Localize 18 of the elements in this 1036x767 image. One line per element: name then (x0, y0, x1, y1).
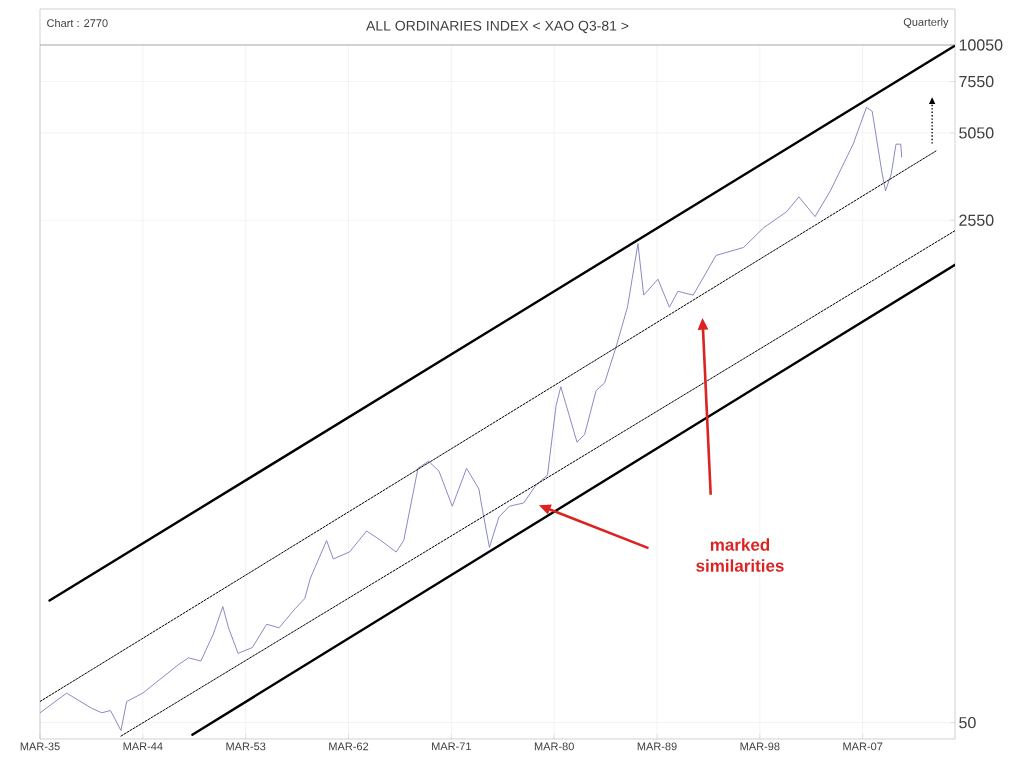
y-tick-label: 2550 (959, 214, 994, 226)
x-tick-label: MAR-80 (534, 742, 574, 751)
annotation: marked similarities (696, 538, 784, 572)
y-tick-label: 10050 (959, 39, 1003, 51)
x-tick-label: MAR-07 (843, 742, 883, 751)
chart-title: ALL ORDINARIES INDEX < XAO Q3-81 > (366, 20, 629, 34)
x-tick-label: MAR-53 (226, 742, 266, 751)
x-tick-label: MAR-98 (740, 742, 780, 751)
y-tick-label: 7550 (959, 75, 994, 88)
y-tick-label: 5050 (959, 127, 994, 139)
text: Chart : 2770 (47, 18, 108, 28)
x-tick-label: MAR-35 (20, 742, 60, 751)
x-tick-label: MAR-71 (432, 742, 471, 751)
y-tick-label: 50 (959, 716, 976, 729)
chart-subtitle: Quarterly (903, 17, 949, 29)
x-tick-label: MAR-44 (123, 742, 163, 751)
x-tick-label: MAR-62 (329, 742, 369, 751)
x-tick-label: MAR-89 (637, 742, 677, 751)
